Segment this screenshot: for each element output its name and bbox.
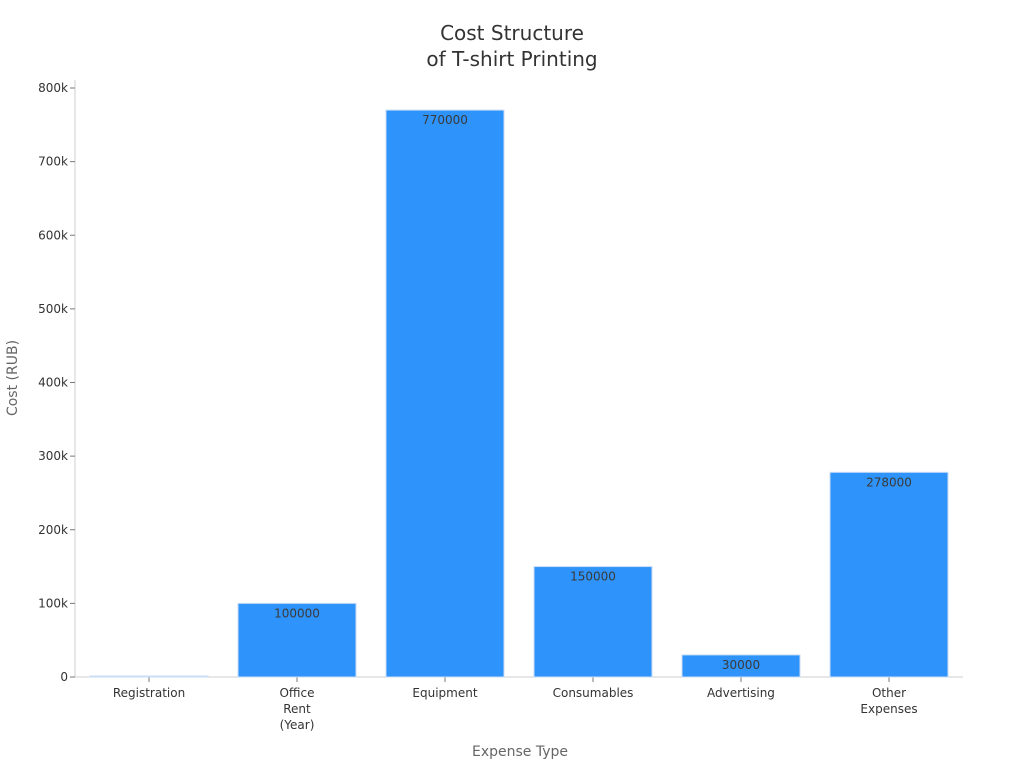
bar [237, 602, 357, 678]
bar [385, 109, 505, 678]
x-tick-label: Equipment [412, 686, 477, 700]
x-tick-label: Registration [113, 686, 185, 700]
chart-title-line-2: of T-shirt Printing [426, 47, 597, 71]
bar [533, 566, 653, 678]
y-tick-label: 800k [38, 81, 68, 95]
y-tick-label: 0 [60, 670, 68, 684]
y-tick-label: 600k [38, 228, 68, 242]
x-axis: Registration Office Rent (Year) Equipment Con… [75, 676, 963, 732]
x-axis-title: Expense Type [472, 744, 568, 760]
data-label: 30000 [722, 658, 760, 672]
data-label: 150000 [570, 570, 616, 584]
y-tick-label: 100k [38, 596, 68, 610]
x-tick-label: Other Expenses [860, 686, 917, 716]
data-label: 278000 [866, 475, 912, 489]
chart-title: Cost Structure of T-shirt Printing [426, 21, 597, 71]
x-tick-label: Office Rent (Year) [279, 686, 314, 732]
y-axis-title: Cost (RUB) [5, 340, 21, 416]
y-tick-label: 700k [38, 155, 68, 169]
data-labels: 100000 770000 150000 30000 278000 [274, 113, 912, 672]
chart-title-line-1: Cost Structure [440, 21, 584, 45]
x-tick-label: Consumables [553, 686, 634, 700]
data-label: 770000 [422, 113, 468, 127]
y-tick-label: 300k [38, 449, 68, 463]
y-axis: 0 100k 200k 300k 400k 500k 600k 700k 800k [38, 80, 76, 684]
bar [829, 471, 949, 678]
bar [681, 654, 801, 678]
bar [89, 675, 209, 678]
y-tick-label: 200k [38, 523, 68, 537]
y-tick-label: 500k [38, 302, 68, 316]
y-tick-label: 400k [38, 376, 68, 390]
x-tick-label: Advertising [707, 686, 775, 700]
data-label: 100000 [274, 606, 320, 620]
bars [89, 109, 949, 678]
